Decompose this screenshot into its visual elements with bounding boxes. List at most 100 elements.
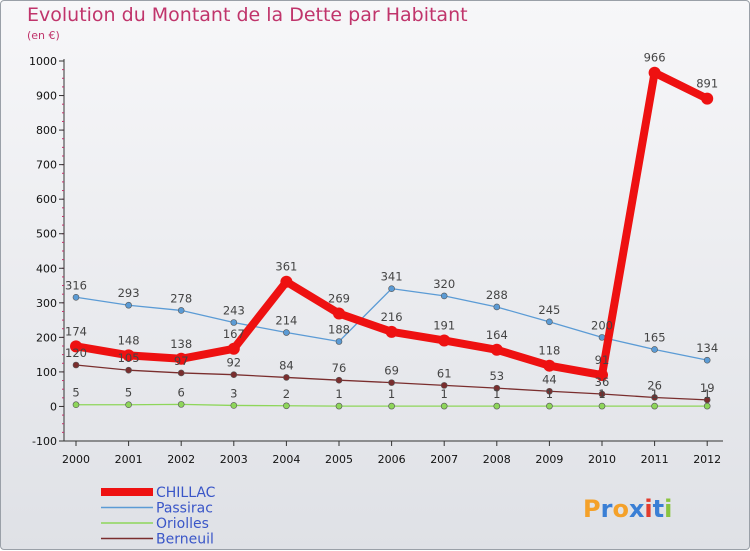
point-passirac <box>546 318 553 326</box>
logo-letter: r <box>601 495 613 523</box>
x-tick-label: 2011 <box>641 453 669 466</box>
point-oriolles <box>703 402 711 410</box>
y-tick-label: 800 <box>36 124 57 137</box>
data-label-passirac: 278 <box>170 291 192 305</box>
point-chillac <box>70 340 82 353</box>
point-oriolles <box>72 401 80 409</box>
point-chillac <box>490 343 503 356</box>
data-label-chillac: 891 <box>696 77 718 91</box>
data-label-berneuil: 97 <box>174 354 189 368</box>
y-tick-label: 600 <box>36 193 57 206</box>
point-passirac <box>440 292 448 300</box>
data-label-chillac: 167 <box>223 327 245 341</box>
data-label-berneuil: 26 <box>647 378 662 392</box>
data-label-berneuil: 92 <box>226 356 241 370</box>
data-label-chillac: 118 <box>538 344 560 358</box>
data-label-oriolles: 1 <box>598 387 605 401</box>
point-berneuil <box>335 376 343 384</box>
y-tick-label: 0 <box>50 400 57 413</box>
data-label-oriolles: 1 <box>546 387 553 401</box>
logo-letter: P <box>583 495 601 523</box>
point-chillac <box>122 349 135 362</box>
x-tick-label: 2004 <box>272 453 300 466</box>
point-oriolles <box>493 402 501 410</box>
y-tick-label: 300 <box>36 297 57 310</box>
data-label-oriolles: 1 <box>493 387 500 401</box>
point-chillac <box>280 275 293 288</box>
y-tick-label: 700 <box>36 159 57 172</box>
point-passirac <box>703 356 711 364</box>
x-tick-label: 2012 <box>693 453 721 466</box>
y-tick-label: 900 <box>36 90 57 103</box>
point-berneuil <box>493 384 501 392</box>
data-label-oriolles: 3 <box>230 386 237 400</box>
y-tick-label: 200 <box>36 331 57 344</box>
x-tick-label: 2001 <box>115 453 143 466</box>
y-tick-label: 500 <box>36 228 57 241</box>
point-berneuil <box>177 369 185 377</box>
y-tick-label: 1000 <box>29 55 57 68</box>
data-label-chillac: 91 <box>595 353 610 367</box>
data-label-chillac: 191 <box>433 318 455 332</box>
logo-letter: o <box>612 495 629 523</box>
legend-label-chillac: CHILLAC <box>156 485 216 501</box>
data-label-berneuil: 120 <box>65 346 87 360</box>
data-label-passirac: 293 <box>118 286 140 300</box>
point-chillac <box>333 307 345 320</box>
data-label-oriolles: 1 <box>335 387 342 401</box>
data-label-chillac: 138 <box>170 337 192 351</box>
data-label-berneuil: 53 <box>489 369 504 383</box>
data-label-berneuil: 69 <box>384 364 399 378</box>
data-label-berneuil: 61 <box>437 366 452 380</box>
x-tick-label: 2010 <box>588 453 616 466</box>
data-label-chillac: 148 <box>118 333 140 347</box>
data-label-oriolles: 5 <box>125 386 132 400</box>
x-tick-label: 2000 <box>62 453 90 466</box>
point-passirac <box>388 285 395 292</box>
data-label-passirac: 134 <box>696 341 718 355</box>
data-label-passirac: 288 <box>486 288 508 302</box>
data-label-berneuil: 84 <box>279 358 294 372</box>
data-label-chillac: 174 <box>65 324 87 338</box>
point-berneuil <box>546 387 553 395</box>
point-berneuil <box>651 394 658 401</box>
point-chillac <box>596 369 608 382</box>
point-passirac <box>72 293 80 301</box>
data-label-passirac: 320 <box>433 277 455 291</box>
point-passirac <box>230 319 238 326</box>
point-oriolles <box>388 402 395 410</box>
point-passirac <box>598 334 606 341</box>
point-oriolles <box>335 402 343 410</box>
y-tick-label: -100 <box>32 435 57 448</box>
point-berneuil <box>598 390 606 398</box>
point-passirac <box>335 338 343 345</box>
data-label-berneuil: 105 <box>118 351 140 365</box>
x-tick-label: 2009 <box>535 453 563 466</box>
data-label-oriolles: 6 <box>178 385 185 399</box>
point-berneuil <box>388 379 395 386</box>
point-oriolles <box>125 401 132 409</box>
point-berneuil <box>72 361 80 369</box>
point-passirac <box>283 329 290 336</box>
y-tick-label: 100 <box>36 366 57 379</box>
data-label-passirac: 214 <box>275 314 297 328</box>
logo-letter: i <box>644 495 652 523</box>
data-label-chillac: 216 <box>381 310 403 324</box>
point-chillac <box>648 66 661 79</box>
data-label-oriolles: 1 <box>388 387 395 401</box>
data-label-berneuil: 44 <box>542 372 557 386</box>
data-label-passirac: 165 <box>644 330 666 344</box>
point-chillac <box>385 325 398 338</box>
x-tick-label: 2008 <box>483 453 511 466</box>
data-label-berneuil: 76 <box>332 361 347 375</box>
x-tick-label: 2003 <box>220 453 248 466</box>
x-tick-label: 2002 <box>167 453 195 466</box>
data-label-oriolles: 1 <box>651 387 658 401</box>
data-label-passirac: 245 <box>538 303 560 317</box>
data-label-passirac: 316 <box>65 278 87 292</box>
point-chillac <box>438 334 451 347</box>
